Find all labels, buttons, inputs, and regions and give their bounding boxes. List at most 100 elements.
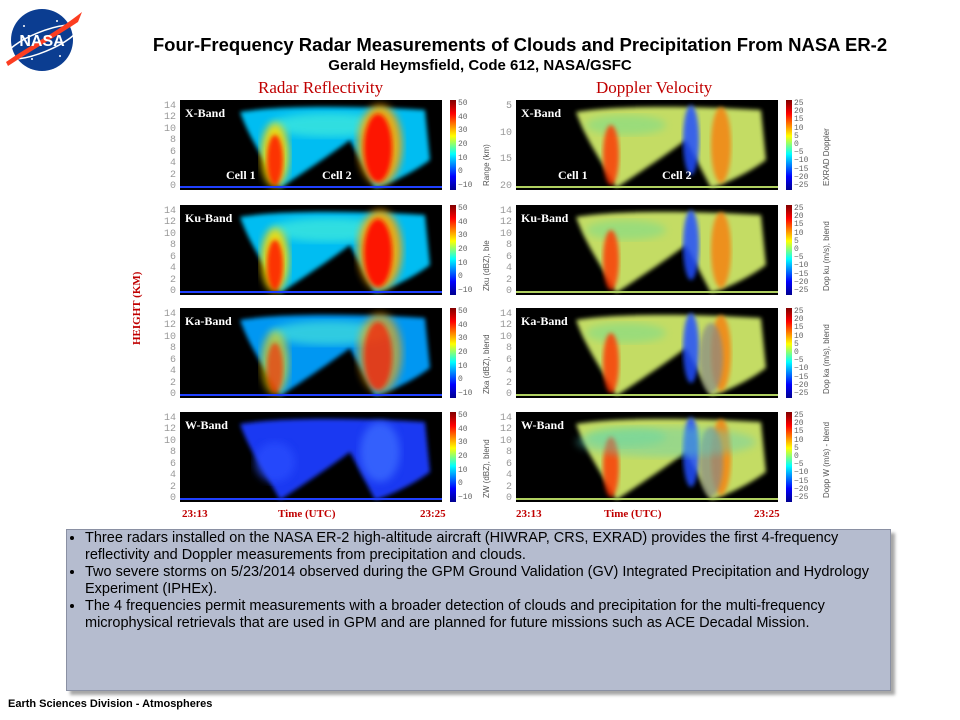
refl-row3-scale-tick: 10 — [458, 361, 468, 371]
height-axis-label: HEIGHT (KM) — [131, 271, 143, 345]
dop-row1-colorbar — [786, 100, 792, 190]
refl-row4-ytick: 8 — [169, 447, 176, 459]
refl-row2-ytick: 2 — [169, 274, 176, 286]
refl-row1-plot — [180, 100, 442, 190]
refl-row4-ytick: 4 — [169, 470, 176, 482]
refl-row4-band-label: W-Band — [185, 418, 228, 432]
dop-row3-scale-tick: 25 — [794, 307, 804, 316]
dop-row1-ytick: 10 — [499, 127, 512, 139]
refl-row4-scale-tick: 40 — [458, 424, 468, 434]
refl-row2-colorbar — [450, 205, 456, 295]
dop-row4-scale-tick: 25 — [794, 411, 804, 420]
refl-cell2-label: Cell 2 — [322, 168, 352, 182]
refl-row1-scale-tick: 20 — [458, 140, 468, 149]
refl-row1-scale-tick: 40 — [458, 112, 468, 122]
dop-row1-scale-tick: 20 — [794, 107, 804, 117]
refl-row3-ytick: 10 — [163, 331, 176, 343]
page-title: Four-Frequency Radar Measurements of Clo… — [152, 34, 888, 55]
dop-row2-ytick: 12 — [499, 217, 512, 229]
footer-text: Earth Sciences Division - Atmospheres — [8, 698, 213, 710]
refl-row4-scale-tick: 50 — [458, 411, 468, 420]
refl-row1-ytick: 6 — [169, 146, 176, 158]
refl-row3-ytick: 0 — [169, 389, 176, 400]
dop-row4-ytick: 6 — [505, 458, 512, 470]
dop-row3-scale-tick: −25 — [794, 389, 809, 398]
doppler-section-title: Doppler Velocity — [596, 78, 713, 97]
refl-row1-ytick: 14 — [163, 101, 176, 112]
dop-row3-scale-tick: −15 — [794, 372, 809, 382]
dop-row3-band-label: Ka-Band — [521, 314, 568, 328]
refl-row4-ytick: 0 — [169, 493, 176, 504]
refl-row2-colorbar-label: Zku (dBZ), ble — [482, 240, 491, 291]
dop-cell1-label: Cell 1 — [558, 168, 588, 182]
time-axis-label-right: Time (UTC) — [604, 508, 662, 520]
refl-row3-scale-tick: 30 — [458, 334, 468, 344]
refl-row2-ytick: 4 — [169, 263, 176, 275]
refl-row2-ytick: 6 — [169, 251, 176, 263]
refl-row2-ytick: 0 — [169, 286, 176, 297]
dop-row4-colorbar — [786, 412, 792, 502]
dop-row3-plot — [516, 308, 778, 398]
dop-row2-ytick: 4 — [505, 263, 512, 275]
dop-row1-scale-tick: −20 — [794, 172, 809, 182]
dop-row3-colorbar — [786, 308, 792, 398]
refl-row3-ytick: 2 — [169, 377, 176, 389]
dop-row2-scale-tick: −15 — [794, 269, 809, 279]
dop-row1-ytick: 5 — [505, 101, 512, 112]
refl-row1-scale-tick: 10 — [458, 153, 468, 163]
dop-row1-scale-tick: 15 — [794, 115, 804, 125]
dop-row4-scale-tick: 15 — [794, 427, 804, 437]
dop-row2-scale-tick: 20 — [794, 212, 804, 222]
dop-row3-ytick: 12 — [499, 320, 512, 332]
dop-cell2-label: Cell 2 — [662, 168, 692, 182]
refl-row3-scale-tick: −10 — [458, 389, 473, 398]
dop-row4-scale-tick: −25 — [794, 493, 809, 502]
dop-row2-colorbar — [786, 205, 792, 295]
refl-row3-colorbar — [450, 308, 456, 398]
dop-row4-scale-tick: 0 — [794, 452, 799, 461]
dop-row1-ytick: 20 — [499, 181, 512, 192]
dop-row2-scale-tick: −10 — [794, 261, 809, 271]
time-axis-label-left: Time (UTC) — [278, 508, 336, 520]
dop-row4-scale-tick: −5 — [794, 460, 804, 470]
dop-row4-ytick: 0 — [505, 493, 512, 504]
dop-row4-scale-tick: −15 — [794, 476, 809, 486]
dop-row2-scale-tick: 15 — [794, 220, 804, 230]
refl-row4-scale-tick: −10 — [458, 493, 473, 502]
time-start-right: 23:13 — [516, 508, 542, 520]
refl-row3-ytick: 8 — [169, 343, 176, 355]
dop-row4-scale-tick: −10 — [794, 468, 809, 478]
dop-row3-scale-tick: −5 — [794, 356, 804, 366]
dop-row4-scale-tick: 5 — [794, 443, 799, 453]
refl-row4-scale-tick: 10 — [458, 465, 468, 475]
refl-row1-ytick: 10 — [163, 123, 176, 135]
dop-row2-scale-tick: −5 — [794, 253, 804, 263]
dop-row3-ytick: 14 — [499, 309, 512, 320]
dop-row4-scale-tick: 20 — [794, 419, 804, 429]
dop-row2-ytick: 0 — [505, 286, 512, 297]
dop-row4-ytick: 14 — [499, 413, 512, 424]
dop-row1-scale-tick: −5 — [794, 148, 804, 158]
dop-row4-ytick: 8 — [505, 447, 512, 459]
dop-row3-scale-tick: 0 — [794, 348, 799, 357]
dop-row3-ytick: 0 — [505, 389, 512, 400]
refl-row3-colorbar-label: Zka (dBZ), blend — [482, 334, 491, 394]
refl-row3-band-label: Ka-Band — [185, 314, 232, 328]
refl-row2-plot — [180, 205, 442, 295]
dop-row1-scale-tick: 25 — [794, 99, 804, 108]
refl-row1-scale-tick: −10 — [458, 181, 473, 190]
dop-row4-ytick: 2 — [505, 481, 512, 493]
nasa-logo: NASA — [2, 4, 84, 74]
dop-row3-ytick: 4 — [505, 366, 512, 378]
refl-row3-scale-tick: 20 — [458, 348, 468, 357]
dop-row4-scale-tick: 10 — [794, 435, 804, 445]
dop-row3-scale-tick: 10 — [794, 331, 804, 341]
dop-row4-ytick: 10 — [499, 435, 512, 447]
refl-row3-scale-tick: 50 — [458, 307, 468, 316]
refl-row4-ytick: 10 — [163, 435, 176, 447]
refl-row1-colorbar — [450, 100, 456, 190]
dop-row3-scale-tick: 20 — [794, 315, 804, 325]
reflectivity-section-title: Radar Reflectivity — [258, 78, 384, 97]
time-end-left: 23:25 — [420, 508, 446, 520]
dop-row3-ytick: 10 — [499, 331, 512, 343]
